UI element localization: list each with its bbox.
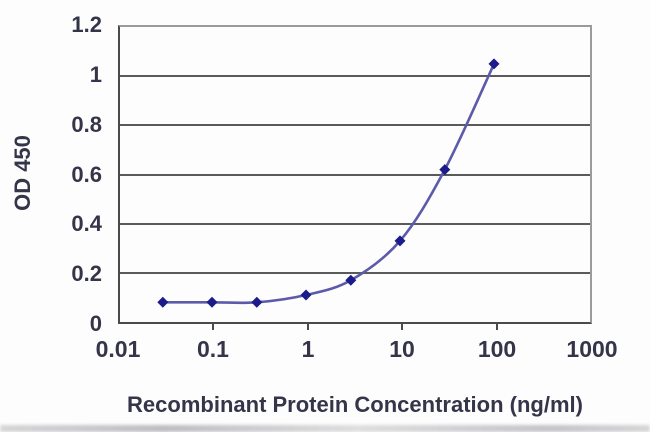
x-tick-label: 0.1	[197, 336, 229, 362]
x-tick-label: 1000	[566, 336, 618, 362]
y-tick-label: 1	[89, 62, 102, 87]
x-tick-mark	[496, 324, 498, 330]
y-tick-label: 0	[89, 311, 102, 336]
data-point-marker	[394, 235, 406, 247]
data-point-marker	[439, 164, 451, 176]
x-tick-label: 10	[389, 336, 415, 362]
x-tick-mark	[401, 324, 403, 330]
gridline-y-0.2	[120, 271, 590, 274]
x-tick-label: 1	[301, 336, 315, 362]
gridline-y-0.6	[120, 173, 590, 176]
data-series-curve	[157, 58, 500, 308]
gridline-y-0.4	[120, 222, 590, 225]
gridline-y-0.8	[120, 124, 590, 127]
data-point-marker	[300, 289, 312, 301]
data-point-marker	[251, 296, 263, 308]
x-tick-label: 100	[477, 336, 517, 362]
y-tick-label: 0.2	[71, 261, 102, 286]
x-tick-mark	[212, 324, 214, 330]
data-point-marker	[157, 296, 169, 308]
y-tick-label: 0.8	[71, 112, 102, 137]
x-axis-title: Recombinant Protein Concentration (ng/ml…	[127, 392, 583, 417]
data-point-marker	[206, 296, 218, 308]
series-line	[162, 63, 496, 305]
plot-area	[118, 25, 592, 324]
y-tick-label: 1.2	[71, 12, 102, 37]
x-tick-label: 0.01	[95, 336, 141, 362]
image-edge-artifact	[0, 425, 650, 432]
data-point-marker	[488, 58, 500, 70]
x-tick-mark	[307, 324, 309, 330]
y-tick-label: 0.4	[71, 211, 102, 236]
data-point-marker	[345, 274, 357, 286]
y-tick-label: 0.6	[71, 162, 102, 187]
gridline-y-1	[120, 75, 590, 78]
